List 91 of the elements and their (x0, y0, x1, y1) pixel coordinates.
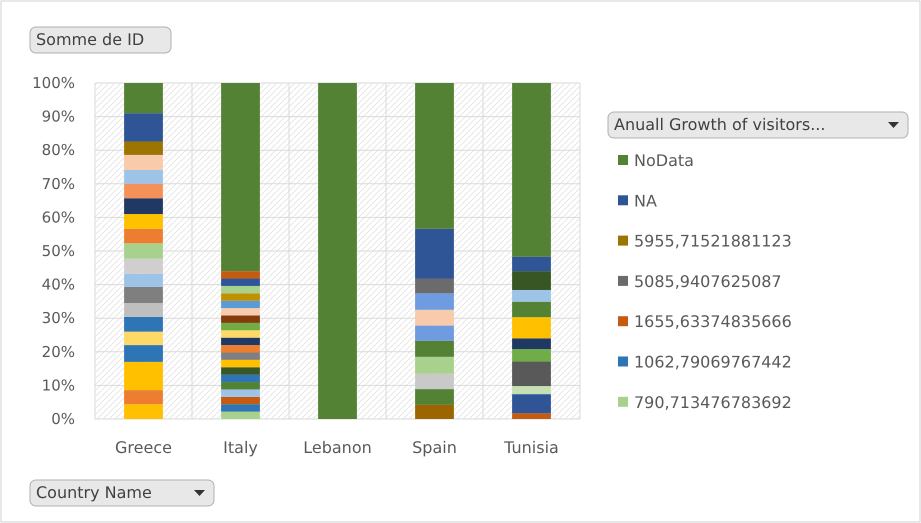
bar (415, 374, 454, 390)
bar (124, 390, 163, 404)
bar (318, 83, 357, 419)
bar (124, 303, 163, 317)
bar (221, 316, 260, 323)
x-axis-title: Country Name (36, 483, 152, 502)
bar (124, 345, 163, 362)
bar (124, 362, 163, 390)
legend-label: 1062,79069767442 (634, 352, 792, 372)
bar (221, 389, 260, 397)
bar (124, 332, 163, 346)
bar (221, 404, 260, 412)
bar (124, 141, 163, 155)
bar (124, 170, 163, 184)
bar (415, 356, 454, 374)
legend-label: NA (634, 191, 657, 210)
bar (512, 338, 551, 350)
bar (221, 382, 260, 390)
x-tick-label: Tunisia (503, 438, 559, 457)
y-tick-label: 0% (51, 410, 75, 428)
bar (124, 228, 163, 244)
bar (221, 374, 260, 382)
bar (221, 300, 260, 308)
x-tick-label: Lebanon (303, 438, 372, 457)
bar (124, 286, 163, 304)
bar (221, 345, 260, 352)
bar (221, 286, 260, 294)
y-tick-label: 50% (42, 242, 75, 260)
bar (415, 389, 454, 405)
bar (415, 83, 454, 229)
bar (221, 412, 260, 419)
x-tick-label: Greece (115, 438, 172, 457)
y-tick-label: 10% (42, 376, 75, 394)
bar (221, 278, 260, 286)
bar (512, 83, 551, 257)
bar (415, 310, 454, 326)
bar (512, 302, 551, 318)
legend-label: 5085,9407625087 (634, 272, 782, 291)
bar (221, 338, 260, 346)
bar (415, 340, 454, 357)
bar (221, 293, 260, 301)
bar (512, 256, 551, 272)
x-tick-label: Italy (223, 438, 258, 457)
bar (512, 271, 551, 290)
y-tick-label: 30% (42, 309, 75, 328)
y-tick-label: 100% (32, 74, 75, 92)
bar (221, 330, 260, 338)
bar (512, 386, 551, 394)
bar (221, 367, 260, 375)
bar (512, 413, 551, 419)
legend-label: 5955,71521881123 (634, 232, 792, 251)
bar (124, 243, 163, 259)
bar (221, 308, 260, 316)
bar (415, 293, 454, 310)
bar (221, 83, 260, 272)
legend-title: Anuall Growth of visitors... (614, 115, 826, 134)
bar (124, 198, 163, 214)
legend-label: 1655,63374835666 (634, 312, 792, 332)
legend-label: NoData (634, 151, 694, 170)
bar (124, 113, 163, 142)
bar (124, 214, 163, 229)
y-tick-label: 60% (42, 208, 75, 226)
bar (221, 271, 260, 279)
bar (512, 317, 551, 338)
bar (512, 290, 551, 302)
chart-title: Somme de ID (36, 30, 144, 49)
bar (415, 228, 454, 279)
bar (124, 316, 163, 332)
y-tick-label: 20% (42, 342, 75, 361)
bar (512, 362, 551, 386)
bar (221, 322, 260, 330)
bar (124, 404, 163, 419)
legend-label: 790,713476783692 (634, 392, 792, 412)
bar (124, 258, 163, 274)
bar (221, 360, 260, 368)
bar (221, 352, 260, 360)
y-tick-label: 80% (42, 141, 75, 160)
y-tick-label: 40% (42, 276, 75, 294)
bar (124, 274, 163, 287)
bar (415, 404, 454, 419)
bar (415, 326, 454, 341)
bar (124, 154, 163, 170)
bar (415, 278, 454, 294)
bar (124, 184, 163, 198)
y-tick-label: 90% (42, 108, 75, 126)
bar (124, 83, 163, 114)
bar (512, 349, 551, 362)
x-tick-label: Spain (412, 438, 457, 457)
y-tick-label: 70% (42, 174, 75, 193)
bar (221, 396, 260, 404)
bar (512, 394, 551, 414)
